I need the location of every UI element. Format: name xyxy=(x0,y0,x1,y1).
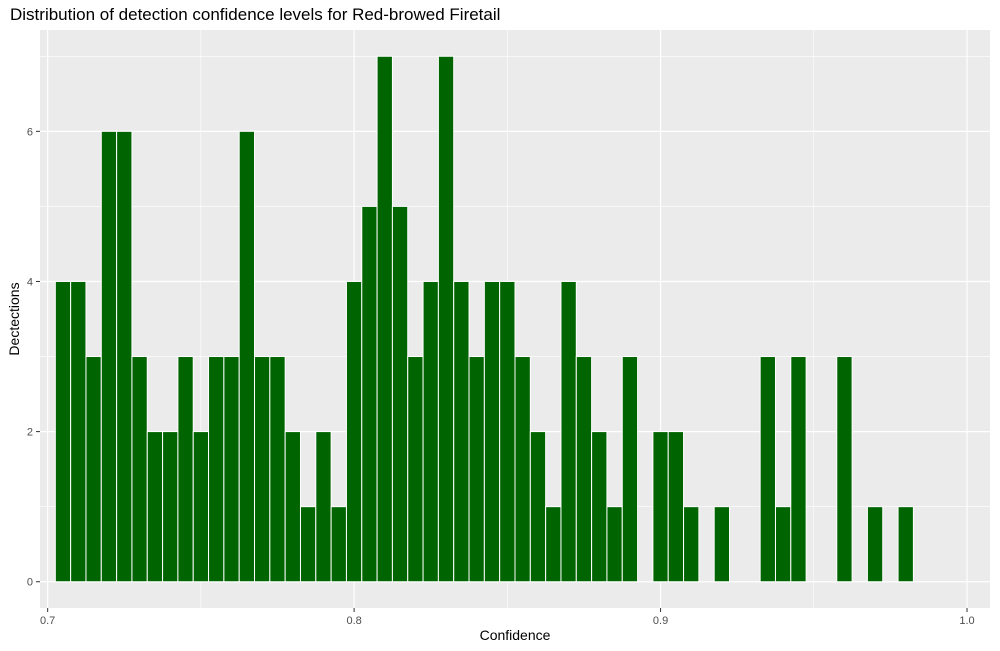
histogram-bar xyxy=(177,356,194,583)
histogram-bar xyxy=(621,356,639,583)
histogram-bar xyxy=(560,280,577,583)
histogram-bar xyxy=(774,506,792,583)
histogram-bar xyxy=(591,431,608,583)
histogram-bar xyxy=(468,356,485,583)
histogram-bar xyxy=(652,431,669,583)
y-tick-label: 4 xyxy=(27,276,33,288)
histogram-bar xyxy=(759,356,776,583)
histogram-bar xyxy=(529,431,547,583)
histogram-bar xyxy=(683,506,700,583)
histogram-bar xyxy=(284,431,301,583)
histogram-bar xyxy=(545,506,562,583)
histogram-bar xyxy=(208,356,225,583)
histogram-bar xyxy=(54,280,72,583)
histogram-bar xyxy=(254,356,271,583)
histogram-bar xyxy=(162,431,179,583)
histogram-bar xyxy=(192,431,210,583)
histogram-bar xyxy=(667,431,685,583)
histogram-bar xyxy=(606,506,623,583)
y-tick-label: 6 xyxy=(27,126,33,138)
histogram-bar xyxy=(70,280,87,583)
histogram-bar xyxy=(345,280,363,583)
histogram-bar xyxy=(131,356,148,583)
x-tick-label: 1.0 xyxy=(959,615,974,627)
histogram-bar xyxy=(514,356,531,583)
histogram-bar xyxy=(299,506,317,583)
histogram-bar xyxy=(116,130,133,583)
y-tick-label: 0 xyxy=(27,577,33,589)
x-tick-label: 0.9 xyxy=(653,615,668,627)
histogram-bar xyxy=(330,506,347,583)
histogram-bar xyxy=(85,356,102,583)
histogram-bar xyxy=(269,356,286,583)
x-tick-label: 0.8 xyxy=(346,615,361,627)
histogram-bar xyxy=(238,130,256,583)
histogram-bar xyxy=(575,356,593,583)
histogram-bar xyxy=(713,506,731,583)
histogram-bar xyxy=(453,280,470,583)
y-tick-label: 2 xyxy=(27,427,33,439)
y-axis-title: Dectections xyxy=(6,282,22,355)
histogram-bar xyxy=(361,205,378,583)
x-tick-label: 0.7 xyxy=(40,615,55,627)
histogram-bar xyxy=(836,356,853,583)
histogram-bar xyxy=(391,205,409,583)
x-axis-title: Confidence xyxy=(480,627,551,643)
histogram-bar xyxy=(422,280,439,583)
histogram-bar xyxy=(100,130,118,583)
histogram-bar xyxy=(897,506,914,583)
histogram-bar xyxy=(315,431,332,583)
histogram-bar xyxy=(407,356,424,583)
histogram-bar xyxy=(437,55,455,583)
histogram-bar xyxy=(483,280,501,583)
histogram-bar xyxy=(376,55,393,583)
histogram-bar xyxy=(866,506,884,583)
histogram-bar xyxy=(499,280,516,583)
histogram-bar xyxy=(146,431,164,583)
histogram-bar xyxy=(223,356,240,583)
chart-title: Distribution of detection confidence lev… xyxy=(10,5,501,24)
histogram-bar xyxy=(790,356,807,583)
